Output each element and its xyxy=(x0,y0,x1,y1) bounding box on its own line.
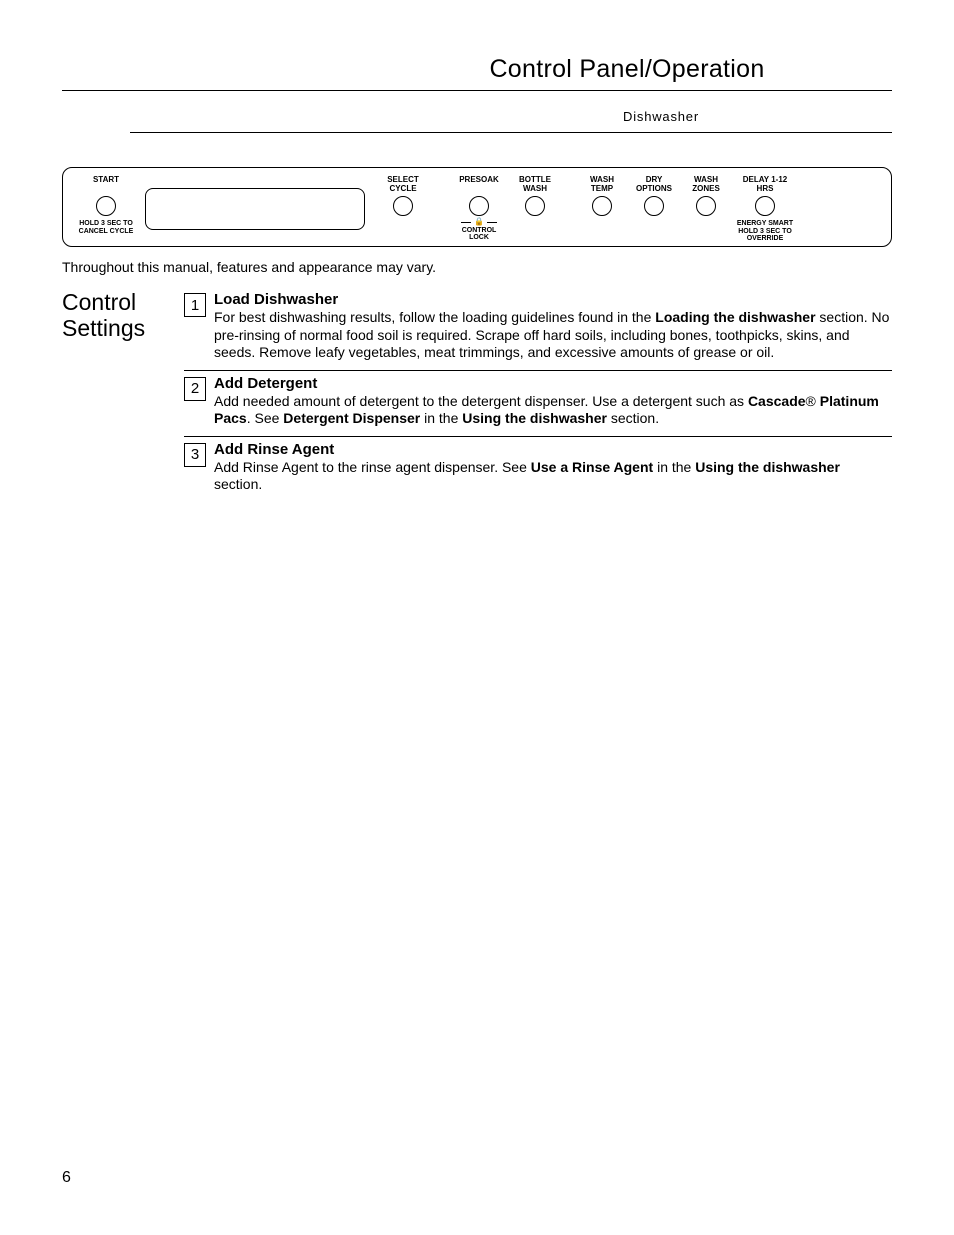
step-number: 1 xyxy=(184,293,206,317)
step-number: 3 xyxy=(184,443,206,467)
presoak-label: PRESOAK xyxy=(459,176,499,194)
side-heading: Control Settings xyxy=(62,287,184,502)
dry-options-button-icon xyxy=(644,196,664,216)
bottle-wash-label: BOTTLE WASH xyxy=(511,176,559,194)
start-button-icon xyxy=(96,196,116,216)
page-title: Control Panel/Operation xyxy=(362,55,892,84)
panel-display xyxy=(145,188,365,230)
page-header: Control Panel/Operation xyxy=(62,55,892,91)
step-body: For best dishwashing results, follow the… xyxy=(214,309,892,362)
panel-display-wrap xyxy=(143,174,375,240)
panel-select-cycle: SELECT CYCLE xyxy=(375,174,431,240)
wash-temp-button-icon xyxy=(592,196,612,216)
start-sub-label: HOLD 3 SEC TO CANCEL CYCLE xyxy=(73,220,139,238)
step-block: 1 Load Dishwasher For best dishwashing r… xyxy=(184,287,892,371)
sub-header: Dishwasher xyxy=(130,101,892,133)
wash-zones-label: WASH ZONES xyxy=(685,176,727,194)
step-body: Add Rinse Agent to the rinse agent dispe… xyxy=(214,459,892,494)
step-title: Load Dishwasher xyxy=(214,291,892,308)
variation-note: Throughout this manual, features and app… xyxy=(62,259,892,275)
start-label: START xyxy=(93,176,119,194)
lock-line-right xyxy=(487,222,497,223)
lock-line-left xyxy=(461,222,471,223)
control-lock-label: CONTROL LOCK xyxy=(455,227,503,245)
select-cycle-button-icon xyxy=(393,196,413,216)
panel-bottle-wash: BOTTLE WASH xyxy=(507,174,563,240)
content-row: Control Settings 1 Load Dishwasher For b… xyxy=(62,287,892,502)
panel-delay: DELAY 1-12 HRS ENERGY SMART HOLD 3 SEC T… xyxy=(731,174,799,240)
step-title: Add Detergent xyxy=(214,375,892,392)
dry-options-label: DRY OPTIONS xyxy=(631,176,677,194)
step-title: Add Rinse Agent xyxy=(214,441,892,458)
delay-sub-label: ENERGY SMART HOLD 3 SEC TO OVERRIDE xyxy=(735,220,795,240)
lock-icon: 🔒 xyxy=(474,218,484,227)
steps-column: 1 Load Dishwasher For best dishwashing r… xyxy=(184,287,892,502)
step-text: Load Dishwasher For best dishwashing res… xyxy=(214,291,892,362)
bottle-wash-button-icon xyxy=(525,196,545,216)
spacer xyxy=(431,174,451,240)
spacer xyxy=(563,174,577,240)
step-block: 2 Add Detergent Add needed amount of det… xyxy=(184,371,892,437)
panel-presoak: PRESOAK 🔒 CONTROL LOCK xyxy=(451,174,507,240)
step-text: Add Detergent Add needed amount of deter… xyxy=(214,375,892,428)
step-number: 2 xyxy=(184,377,206,401)
select-cycle-label: SELECT CYCLE xyxy=(379,176,427,194)
step-body: Add needed amount of detergent to the de… xyxy=(214,393,892,428)
page-subtitle: Dishwasher xyxy=(430,109,892,124)
panel-start: START HOLD 3 SEC TO CANCEL CYCLE xyxy=(69,174,143,240)
presoak-button-icon xyxy=(469,196,489,216)
delay-label: DELAY 1-12 HRS xyxy=(735,176,795,194)
control-lock-row: 🔒 xyxy=(461,218,497,227)
step-text: Add Rinse Agent Add Rinse Agent to the r… xyxy=(214,441,892,494)
wash-temp-label: WASH TEMP xyxy=(581,176,623,194)
step-block: 3 Add Rinse Agent Add Rinse Agent to the… xyxy=(184,437,892,502)
delay-button-icon xyxy=(755,196,775,216)
panel-wash-zones: WASH ZONES xyxy=(681,174,731,240)
page-number: 6 xyxy=(62,1169,71,1187)
control-panel-diagram: START HOLD 3 SEC TO CANCEL CYCLE SELECT … xyxy=(62,167,892,247)
wash-zones-button-icon xyxy=(696,196,716,216)
panel-wash-temp: WASH TEMP xyxy=(577,174,627,240)
panel-dry-options: DRY OPTIONS xyxy=(627,174,681,240)
